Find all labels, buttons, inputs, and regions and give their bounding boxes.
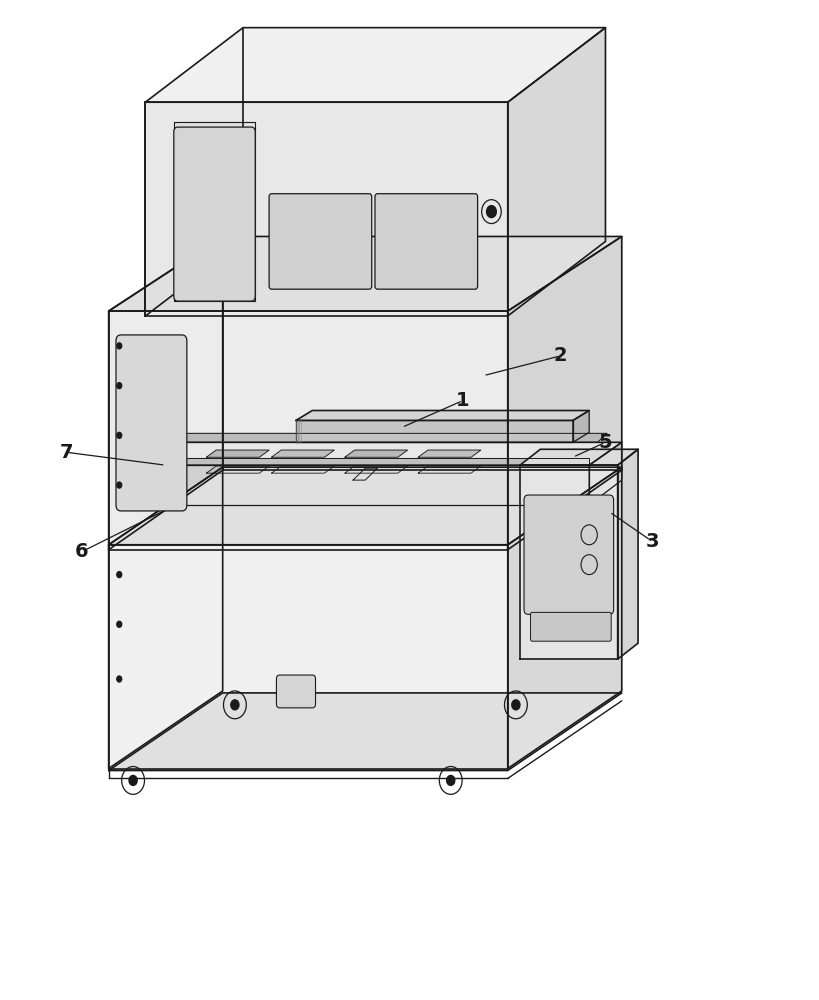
Circle shape bbox=[116, 572, 121, 578]
Polygon shape bbox=[109, 467, 223, 768]
Circle shape bbox=[446, 775, 455, 785]
Polygon shape bbox=[507, 28, 604, 316]
Polygon shape bbox=[519, 465, 617, 659]
Polygon shape bbox=[296, 410, 589, 420]
Circle shape bbox=[116, 676, 121, 682]
Polygon shape bbox=[589, 442, 621, 505]
Polygon shape bbox=[129, 442, 621, 465]
Polygon shape bbox=[109, 236, 621, 311]
FancyBboxPatch shape bbox=[374, 194, 477, 289]
Text: 2: 2 bbox=[553, 346, 567, 365]
Polygon shape bbox=[507, 467, 621, 768]
Circle shape bbox=[116, 432, 121, 438]
Text: 7: 7 bbox=[60, 443, 73, 462]
FancyBboxPatch shape bbox=[530, 612, 610, 641]
FancyBboxPatch shape bbox=[115, 335, 187, 511]
Circle shape bbox=[486, 206, 495, 218]
Polygon shape bbox=[153, 458, 589, 465]
Polygon shape bbox=[174, 122, 255, 301]
Polygon shape bbox=[418, 450, 480, 457]
Polygon shape bbox=[109, 467, 621, 545]
Polygon shape bbox=[109, 545, 507, 768]
Polygon shape bbox=[141, 433, 606, 442]
Polygon shape bbox=[296, 420, 572, 442]
Text: 6: 6 bbox=[75, 542, 88, 561]
Polygon shape bbox=[352, 468, 377, 480]
Polygon shape bbox=[129, 465, 589, 505]
Circle shape bbox=[511, 700, 519, 710]
Circle shape bbox=[116, 383, 121, 389]
Polygon shape bbox=[507, 236, 621, 550]
FancyBboxPatch shape bbox=[523, 495, 613, 614]
Circle shape bbox=[116, 621, 121, 627]
Polygon shape bbox=[109, 693, 621, 770]
Polygon shape bbox=[206, 450, 269, 457]
Text: 5: 5 bbox=[598, 433, 612, 452]
Circle shape bbox=[116, 482, 121, 488]
Polygon shape bbox=[109, 311, 507, 550]
Circle shape bbox=[230, 700, 238, 710]
Polygon shape bbox=[145, 28, 604, 102]
Polygon shape bbox=[271, 466, 334, 473]
Polygon shape bbox=[271, 450, 334, 457]
Polygon shape bbox=[109, 236, 223, 550]
Polygon shape bbox=[345, 450, 407, 457]
Text: 3: 3 bbox=[645, 532, 658, 551]
Circle shape bbox=[129, 775, 137, 785]
Polygon shape bbox=[519, 449, 637, 465]
Polygon shape bbox=[206, 466, 269, 473]
FancyBboxPatch shape bbox=[269, 194, 371, 289]
Polygon shape bbox=[572, 410, 589, 442]
Polygon shape bbox=[145, 102, 507, 316]
FancyBboxPatch shape bbox=[276, 675, 315, 708]
Text: 1: 1 bbox=[455, 391, 469, 410]
Polygon shape bbox=[418, 466, 480, 473]
Polygon shape bbox=[617, 449, 637, 659]
Polygon shape bbox=[345, 466, 407, 473]
Polygon shape bbox=[141, 470, 175, 480]
FancyBboxPatch shape bbox=[174, 127, 255, 301]
Circle shape bbox=[116, 343, 121, 349]
